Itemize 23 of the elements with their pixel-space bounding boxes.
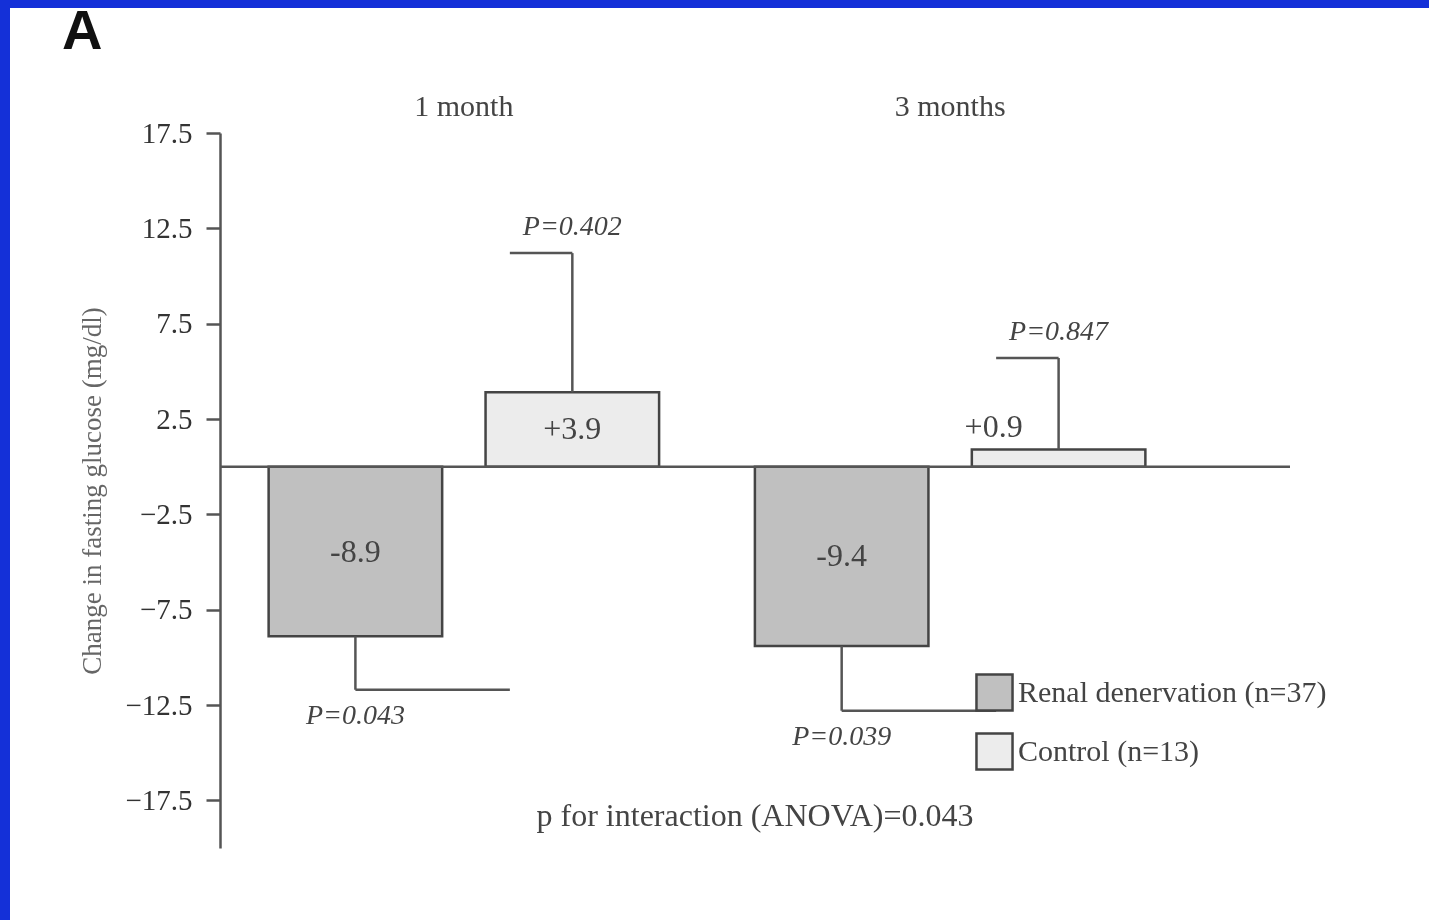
- annotation: P=0.039: [791, 719, 892, 751]
- y-tick-label: −7.5: [139, 593, 193, 626]
- legend-label: Control (n=13): [1018, 733, 1200, 768]
- annotation: P=0.402: [521, 210, 622, 242]
- y-tick-label: 17.5: [141, 116, 193, 149]
- legend-label: Renal denervation (n=37): [1018, 674, 1327, 709]
- y-tick-label: 2.5: [156, 402, 193, 435]
- chart-title: A: [62, 0, 103, 61]
- data-label: -9.4: [816, 537, 867, 574]
- annotation: p for interaction (ANOVA)=0.043: [536, 797, 974, 833]
- y-tick-label: 12.5: [141, 211, 193, 244]
- x-tick-label: 1 month: [414, 88, 514, 122]
- data-label: +3.9: [543, 410, 602, 447]
- y-tick-label: −12.5: [125, 688, 193, 721]
- annotation: P=0.043: [304, 698, 405, 730]
- data-label: -8.9: [330, 532, 381, 569]
- y-tick-label: 7.5: [156, 307, 193, 340]
- y-tick-label: −17.5: [125, 783, 193, 816]
- y-tick-label: −2.5: [139, 497, 193, 530]
- annotation: P=0.847: [1008, 314, 1110, 346]
- y-axis-title: Change in fasting glucose (mg/dl): [77, 307, 108, 675]
- x-tick-label: 3 months: [894, 88, 1006, 122]
- data-label: +0.9: [964, 407, 1023, 444]
